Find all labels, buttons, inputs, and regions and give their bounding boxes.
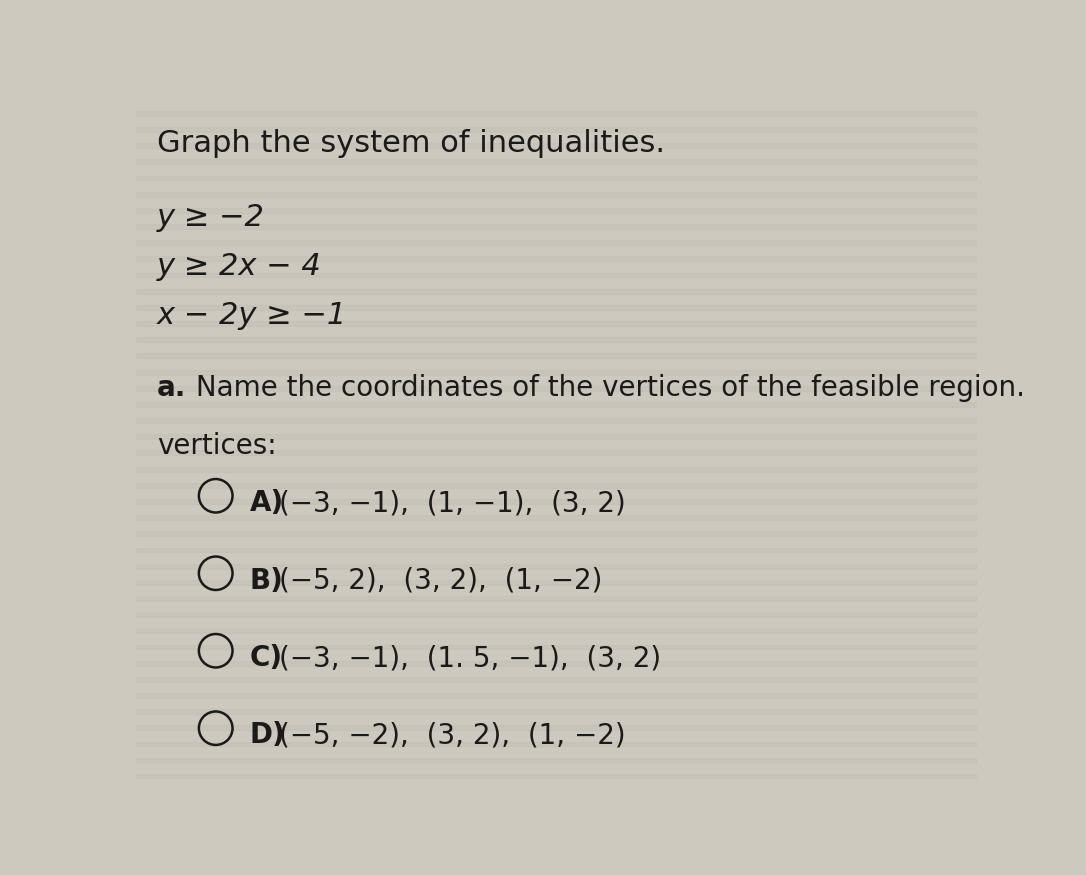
Bar <box>136 144 977 148</box>
Bar <box>136 369 977 374</box>
Bar <box>136 580 977 584</box>
Text: (−3, −1),  (1, −1),  (3, 2): (−3, −1), (1, −1), (3, 2) <box>279 489 626 517</box>
Text: Name the coordinates of the vertices of the feasible region.: Name the coordinates of the vertices of … <box>187 374 1025 402</box>
Bar <box>136 208 977 213</box>
Bar <box>136 774 977 779</box>
Bar <box>136 677 977 682</box>
Text: (−3, −1),  (1. 5, −1),  (3, 2): (−3, −1), (1. 5, −1), (3, 2) <box>279 644 661 672</box>
Bar <box>136 273 977 277</box>
Bar <box>136 710 977 714</box>
Text: A): A) <box>250 489 283 517</box>
Bar <box>136 693 977 698</box>
Bar <box>136 111 977 116</box>
Bar <box>136 434 977 439</box>
Bar <box>136 515 977 520</box>
Bar <box>136 596 977 601</box>
Text: D): D) <box>250 722 286 750</box>
Text: y ≥ 2x − 4: y ≥ 2x − 4 <box>156 252 321 281</box>
Text: vertices:: vertices: <box>156 431 277 459</box>
Bar <box>136 321 977 326</box>
Text: (−5, −2),  (3, 2),  (1, −2): (−5, −2), (3, 2), (1, −2) <box>279 722 626 750</box>
Bar <box>136 725 977 731</box>
Bar <box>136 548 977 552</box>
Bar <box>136 176 977 180</box>
Bar <box>136 127 977 132</box>
Bar <box>136 305 977 310</box>
Bar <box>136 256 977 262</box>
Bar <box>136 192 977 197</box>
Bar <box>136 241 977 245</box>
Text: x − 2y ≥ −1: x − 2y ≥ −1 <box>156 301 348 330</box>
Bar <box>136 402 977 407</box>
Bar <box>136 451 977 455</box>
Bar <box>136 224 977 229</box>
Text: C): C) <box>250 644 282 672</box>
Bar <box>136 499 977 504</box>
Text: (−5, 2),  (3, 2),  (1, −2): (−5, 2), (3, 2), (1, −2) <box>279 566 603 594</box>
Bar <box>136 645 977 649</box>
Bar <box>136 564 977 569</box>
Text: Graph the system of inequalities.: Graph the system of inequalities. <box>156 129 665 158</box>
Bar <box>136 289 977 294</box>
Bar <box>136 418 977 423</box>
Bar <box>136 386 977 390</box>
Text: a.: a. <box>156 374 186 402</box>
Bar <box>136 758 977 763</box>
Text: B): B) <box>250 566 283 594</box>
Bar <box>136 483 977 487</box>
Bar <box>136 466 977 472</box>
Bar <box>136 741 977 746</box>
Bar <box>136 628 977 634</box>
Bar <box>136 531 977 536</box>
Bar <box>136 612 977 617</box>
Bar <box>136 661 977 666</box>
Bar <box>136 354 977 359</box>
Text: y ≥ −2: y ≥ −2 <box>156 203 265 232</box>
Bar <box>136 337 977 342</box>
Bar <box>136 159 977 164</box>
